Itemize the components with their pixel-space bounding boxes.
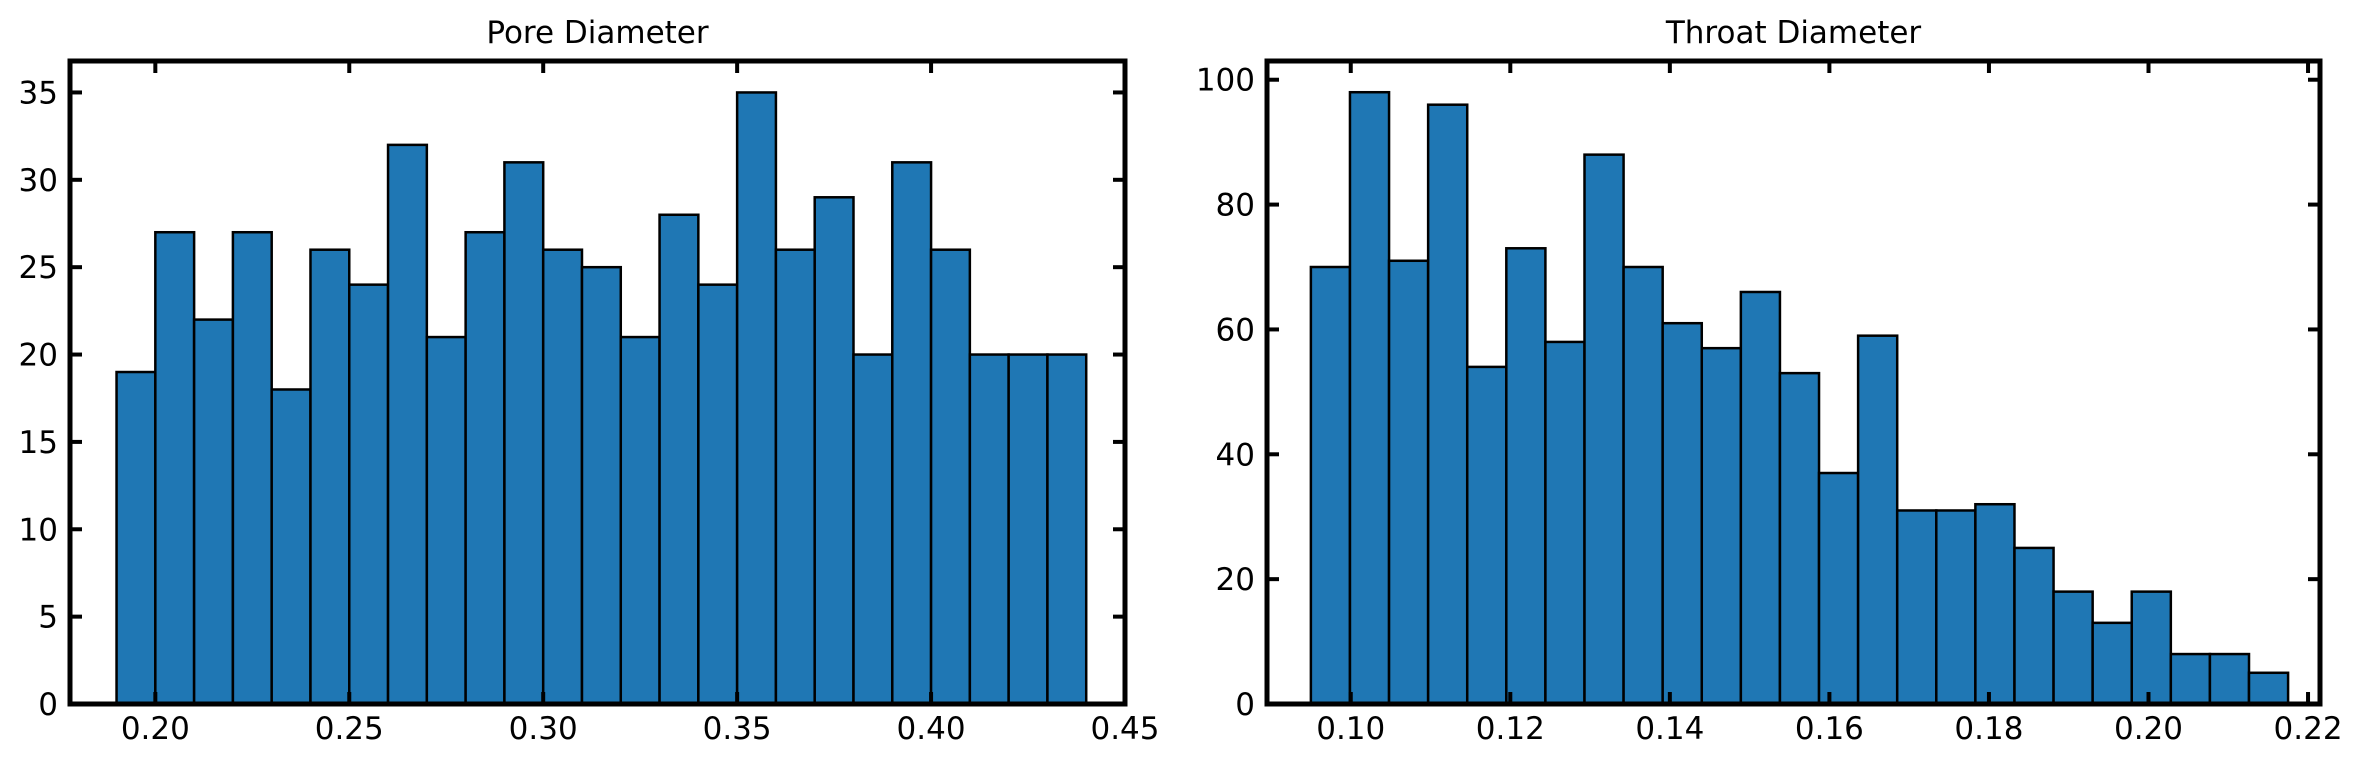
histogram-bar (1974, 502, 2016, 706)
y-tick-label: 60 (1216, 312, 1255, 348)
pore-diameter-chart: Pore Diameter 0.20 0.25 0.30 0.35 0.40 0.45 0… (19, 15, 1160, 747)
histogram-bar (1387, 259, 1430, 706)
histogram-bar (929, 248, 972, 706)
histogram-bar (2247, 671, 2290, 706)
histogram-bar (1583, 153, 1625, 706)
x-tick-label: 0.30 (509, 711, 578, 747)
x-tick-label: 0.16 (1795, 711, 1864, 747)
histogram-bar (580, 265, 623, 706)
y-tick-labels: 0 20 40 60 80 100 (1196, 63, 1255, 723)
histogram-bar (386, 143, 429, 706)
x-tick-label: 0.18 (1954, 711, 2023, 747)
y-tick-label: 20 (19, 338, 58, 374)
x-tick-label: 0.20 (2114, 711, 2183, 747)
chart-title: Throat Diameter (1665, 15, 1922, 51)
histogram-bar (2013, 546, 2055, 706)
x-tick-label: 0.25 (315, 711, 384, 747)
chart-title: Pore Diameter (486, 15, 709, 51)
histogram-bar (309, 248, 351, 706)
bars-group (115, 91, 1088, 706)
histogram-bar (1778, 371, 1821, 706)
histogram-bar (425, 335, 467, 706)
y-tick-label: 40 (1216, 437, 1255, 473)
x-tick-label: 0.12 (1476, 711, 1545, 747)
y-tick-label: 5 (38, 600, 58, 636)
plot-frame (67, 58, 1128, 707)
histogram-bar (1817, 471, 1860, 706)
y-tick-label: 0 (1235, 687, 1255, 723)
histogram-bar (154, 230, 196, 706)
y-tick-label: 0 (38, 687, 58, 723)
y-tick-label: 100 (1196, 63, 1255, 99)
histogram-bar (348, 283, 390, 706)
histogram-bar (1348, 90, 1391, 706)
histogram-bar (1661, 321, 1704, 706)
y-tick-label: 25 (19, 250, 58, 286)
histogram-bar (503, 161, 545, 706)
x-tick-labels: 0.10 0.12 0.14 0.16 0.18 0.20 0.22 (1316, 711, 2342, 747)
histogram-bar (2052, 590, 2094, 706)
histogram-bar (813, 196, 855, 706)
plot-frame (1264, 58, 2323, 707)
histogram-bar (1700, 346, 1743, 706)
histogram-bar (1426, 103, 1469, 706)
histogram-bar (1007, 353, 1049, 706)
histogram-bar (1895, 509, 1938, 706)
histogram-bar (697, 283, 739, 706)
histogram-bar (735, 91, 778, 706)
histogram-bar (1046, 353, 1088, 706)
histogram-bar (1544, 340, 1586, 706)
histogram-bar (619, 335, 661, 706)
x-tick-label: 0.10 (1316, 711, 1385, 747)
histogram-bar (2091, 621, 2133, 706)
x-tick-label: 0.40 (897, 711, 966, 747)
histogram-bar (968, 353, 1010, 706)
x-tick-labels: 0.20 0.25 0.30 0.35 0.40 0.45 (121, 711, 1160, 747)
y-tick-label: 20 (1216, 562, 1255, 598)
histogram-bar (852, 353, 894, 706)
y-tick-label: 30 (19, 163, 58, 199)
x-tick-label: 0.35 (703, 711, 772, 747)
histogram-bar (1505, 247, 1547, 706)
histogram-bar (1739, 290, 1782, 706)
histogram-bar (231, 230, 273, 706)
x-tick-label: 0.45 (1090, 711, 1159, 747)
histogram-bar (774, 248, 816, 706)
histogram-bar (270, 388, 312, 706)
histogram-bar (192, 318, 235, 706)
histogram-bar (1465, 365, 1508, 706)
y-tick-labels: 0 5 10 15 20 25 30 35 (19, 75, 58, 723)
histogram-bar (464, 230, 506, 706)
histogram-bar (2208, 652, 2251, 706)
histogram-bar (115, 370, 157, 706)
histogram-bar (2169, 652, 2212, 706)
histogram-bar (1622, 265, 1664, 706)
histogram-bar (1309, 265, 1352, 706)
y-tick-label: 15 (19, 425, 58, 461)
histogram-bar (2130, 590, 2173, 706)
throat-diameter-chart: Throat Diameter 0.10 0.12 0.14 0.16 0.18 0.20… (1196, 15, 2343, 747)
x-tick-label: 0.14 (1635, 711, 1704, 747)
histogram-bar (1856, 334, 1899, 706)
y-tick-label: 80 (1216, 188, 1255, 224)
histogram-bar (891, 161, 933, 706)
x-tick-label: 0.22 (2274, 711, 2343, 747)
y-tick-label: 35 (19, 75, 58, 111)
histogram-bar (541, 248, 584, 706)
x-tick-label: 0.20 (121, 711, 190, 747)
histogram-bar (658, 213, 700, 706)
bars-group (1309, 90, 2290, 706)
histogram-bar (1935, 509, 1977, 706)
y-tick-label: 10 (19, 512, 58, 548)
